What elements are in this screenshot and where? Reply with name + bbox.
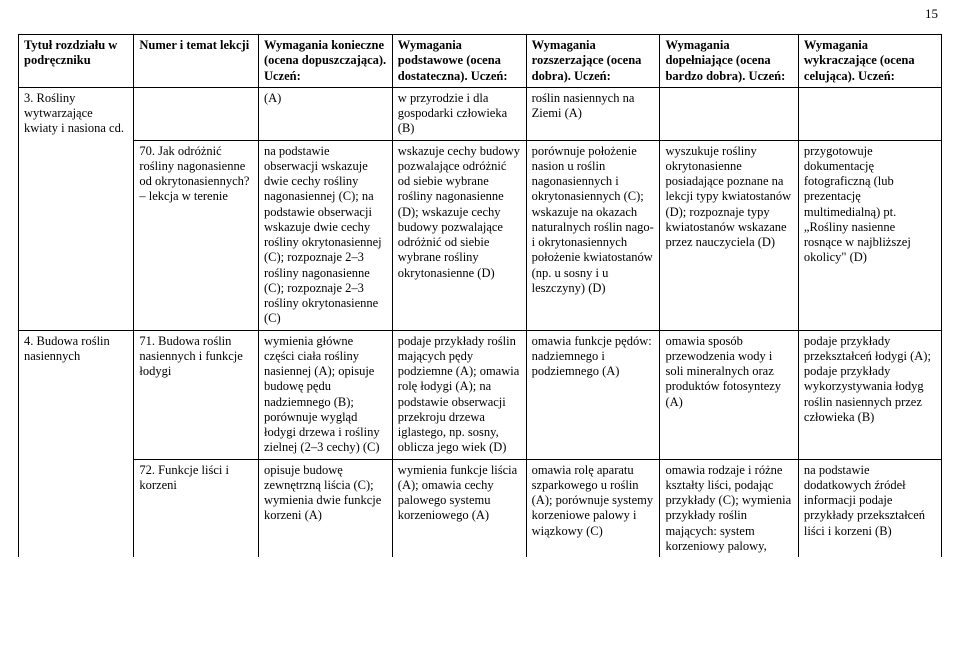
- cell-req: podaje przykłady roślin mających pędy po…: [392, 330, 526, 459]
- page-number: 15: [925, 6, 938, 22]
- col-header-lesson: Numer i temat lekcji: [134, 35, 259, 88]
- cell-req: omawia sposób przewodzenia wody i soli m…: [660, 330, 798, 459]
- cell-req: wymienia funkcje liścia (A); omawia cech…: [392, 459, 526, 557]
- col-header-req-sufficient: Wymagania podstawowe (ocena dostateczna)…: [392, 35, 526, 88]
- col-header-req-excellent: Wymagania wykraczające (ocena celująca).…: [798, 35, 941, 88]
- cell-req: na podstawie obserwacji wskazuje dwie ce…: [258, 140, 392, 330]
- cell-req: roślin nasiennych na Ziemi (A): [526, 87, 660, 140]
- col-header-chapter: Tytuł rozdziału w podręczniku: [19, 35, 134, 88]
- table-header-row: Tytuł rozdziału w podręczniku Numer i te…: [19, 35, 942, 88]
- cell-lesson: 71. Budowa roślin nasiennych i funkcje ł…: [134, 330, 259, 459]
- curriculum-table: Tytuł rozdziału w podręczniku Numer i te…: [18, 34, 942, 557]
- cell-req: wskazuje cechy budowy pozwalające odróżn…: [392, 140, 526, 330]
- cell-req: wyszukuje rośliny okrytonasienne posiada…: [660, 140, 798, 330]
- cell-lesson: 72. Funkcje liści i korzeni: [134, 459, 259, 557]
- cell-req: opisuje budowę zewnętrzną liścia (C); wy…: [258, 459, 392, 557]
- cell-req: [798, 87, 941, 140]
- table-row: 72. Funkcje liści i korzeni opisuje budo…: [19, 459, 942, 557]
- cell-req: porównuje położenie nasion u roślin nago…: [526, 140, 660, 330]
- cell-chapter: 4. Budowa roślin nasiennych: [19, 330, 134, 557]
- cell-req: przygotowuje dokumentację fotograficzną …: [798, 140, 941, 330]
- table-row: 3. Rośliny wytwarzające kwiaty i nasiona…: [19, 87, 942, 140]
- page: 15 Tytuł rozdziału w podręczniku Numer i…: [0, 0, 960, 665]
- cell-req: (A): [258, 87, 392, 140]
- cell-lesson: [134, 87, 259, 140]
- cell-lesson: 70. Jak odróżnić rośliny nagonasienne od…: [134, 140, 259, 330]
- cell-req: na podstawie dodatkowych źródeł informac…: [798, 459, 941, 557]
- cell-req: w przyrodzie i dla gospodarki człowieka …: [392, 87, 526, 140]
- cell-chapter: 3. Rośliny wytwarzające kwiaty i nasiona…: [19, 87, 134, 330]
- table-row: 70. Jak odróżnić rośliny nagonasienne od…: [19, 140, 942, 330]
- col-header-req-vgood: Wymagania dopełniające (ocena bardzo dob…: [660, 35, 798, 88]
- cell-req: omawia funkcje pędów: nadziemnego i podz…: [526, 330, 660, 459]
- cell-req: omawia rolę aparatu szparkowego u roślin…: [526, 459, 660, 557]
- cell-req: omawia rodzaje i różne kształty liści, p…: [660, 459, 798, 557]
- cell-req: wymienia główne części ciała rośliny nas…: [258, 330, 392, 459]
- cell-req: [660, 87, 798, 140]
- table-row: 4. Budowa roślin nasiennych 71. Budowa r…: [19, 330, 942, 459]
- col-header-req-good: Wymagania rozszerzające (ocena dobra). U…: [526, 35, 660, 88]
- cell-req: podaje przykłady przekształceń łodygi (A…: [798, 330, 941, 459]
- col-header-req-basic: Wymagania konieczne (ocena dopuszczająca…: [258, 35, 392, 88]
